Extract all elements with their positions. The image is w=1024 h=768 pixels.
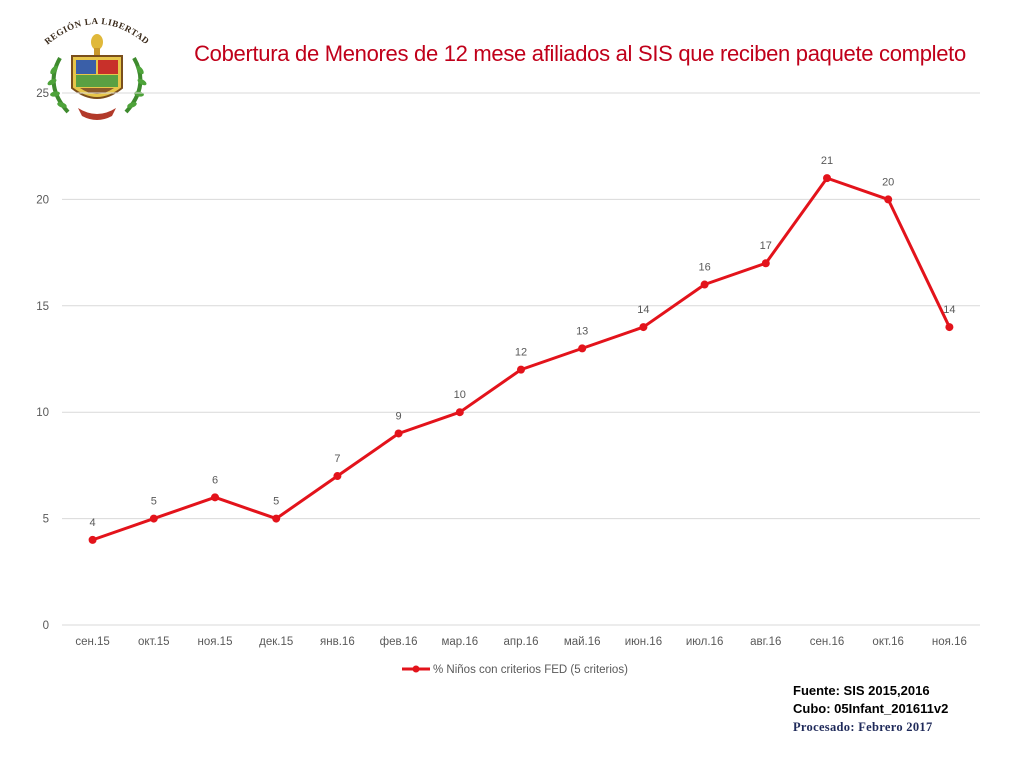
data-point [149, 514, 158, 523]
x-tick-label: ноя.16 [932, 636, 967, 648]
series-layer [88, 174, 954, 544]
data-point [700, 280, 709, 289]
region-la-libertad-coat-of-arms-logo: REGIÓN LA LIBERTAD [43, 16, 151, 120]
data-label: 14 [637, 304, 649, 316]
x-tick-label: янв.16 [320, 636, 355, 648]
x-tick-label: сен.16 [810, 636, 844, 648]
y-tick-label: 0 [43, 620, 49, 632]
legend-marker [412, 665, 420, 673]
data-point [823, 174, 831, 183]
data-label: 10 [454, 389, 466, 401]
data-point [272, 514, 281, 523]
data-label: 16 [698, 262, 710, 274]
cube-line: Cubo: 05Infant_201611v2 [793, 701, 949, 716]
y-tick-label: 20 [36, 194, 49, 206]
data-label: 6 [212, 474, 218, 486]
y-axis-tick-labels: 0 5 10 15 20 25 [36, 88, 49, 632]
y-tick-label: 5 [43, 514, 49, 526]
data-label: 20 [882, 176, 894, 188]
y-tick-label: 10 [36, 407, 49, 419]
data-label: 17 [760, 240, 772, 252]
x-tick-label: мар.16 [441, 636, 478, 648]
data-point [884, 195, 893, 204]
source-line: Fuente: SIS 2015,2016 [793, 683, 930, 698]
data-point [211, 493, 219, 502]
x-tick-label: сен.15 [75, 636, 109, 648]
x-tick-label: авг.16 [750, 636, 781, 648]
y-tick-label: 25 [36, 88, 49, 100]
data-point [394, 429, 403, 438]
x-tick-label: окт.16 [872, 636, 904, 648]
gridlines [62, 92, 980, 626]
data-label: 14 [943, 304, 955, 316]
data-label: 5 [273, 496, 279, 508]
x-tick-label: фев.16 [380, 636, 418, 648]
source-note: Fuente: SIS 2015,2016 Cubo: 05Infant_201… [793, 682, 1013, 736]
data-label: 5 [151, 496, 157, 508]
chart-title: Cobertura de Menores de 12 mese afiliado… [194, 41, 966, 66]
data-point [455, 408, 464, 417]
data-point [639, 323, 648, 332]
x-tick-label: окт.15 [138, 636, 170, 648]
series-line [92, 176, 951, 542]
legend-series-name: % Niños con criterios FED (5 criterios) [433, 664, 628, 676]
x-tick-label: дек.15 [259, 636, 293, 648]
x-tick-label: июл.16 [686, 636, 724, 648]
x-tick-label: июн.16 [625, 636, 662, 648]
data-label: 12 [515, 347, 527, 359]
y-tick-label: 15 [36, 301, 49, 313]
data-label: 7 [334, 453, 340, 465]
data-label: 4 [90, 517, 96, 529]
data-label: 13 [576, 325, 588, 337]
processed-date-line: Procesado: Febrero 2017 [793, 720, 933, 734]
data-point [945, 323, 954, 332]
data-point [517, 365, 525, 374]
data-point [578, 344, 587, 353]
data-point [761, 259, 770, 268]
data-point [333, 472, 342, 481]
data-point [88, 535, 97, 544]
x-tick-label: апр.16 [503, 636, 538, 648]
x-tick-label: май.16 [564, 636, 601, 648]
data-labels: 4 5 6 5 7 9 10 12 13 14 16 17 21 20 14 [90, 155, 956, 529]
x-axis-tick-labels: сен.15 окт.15 ноя.15 дек.15 янв.16 фев.16 мар.… [75, 636, 967, 648]
legend: % Niños con criterios FED (5 criterios) [402, 664, 628, 676]
data-label: 21 [821, 155, 833, 167]
data-label: 9 [396, 410, 402, 422]
x-tick-label: ноя.15 [198, 636, 233, 648]
